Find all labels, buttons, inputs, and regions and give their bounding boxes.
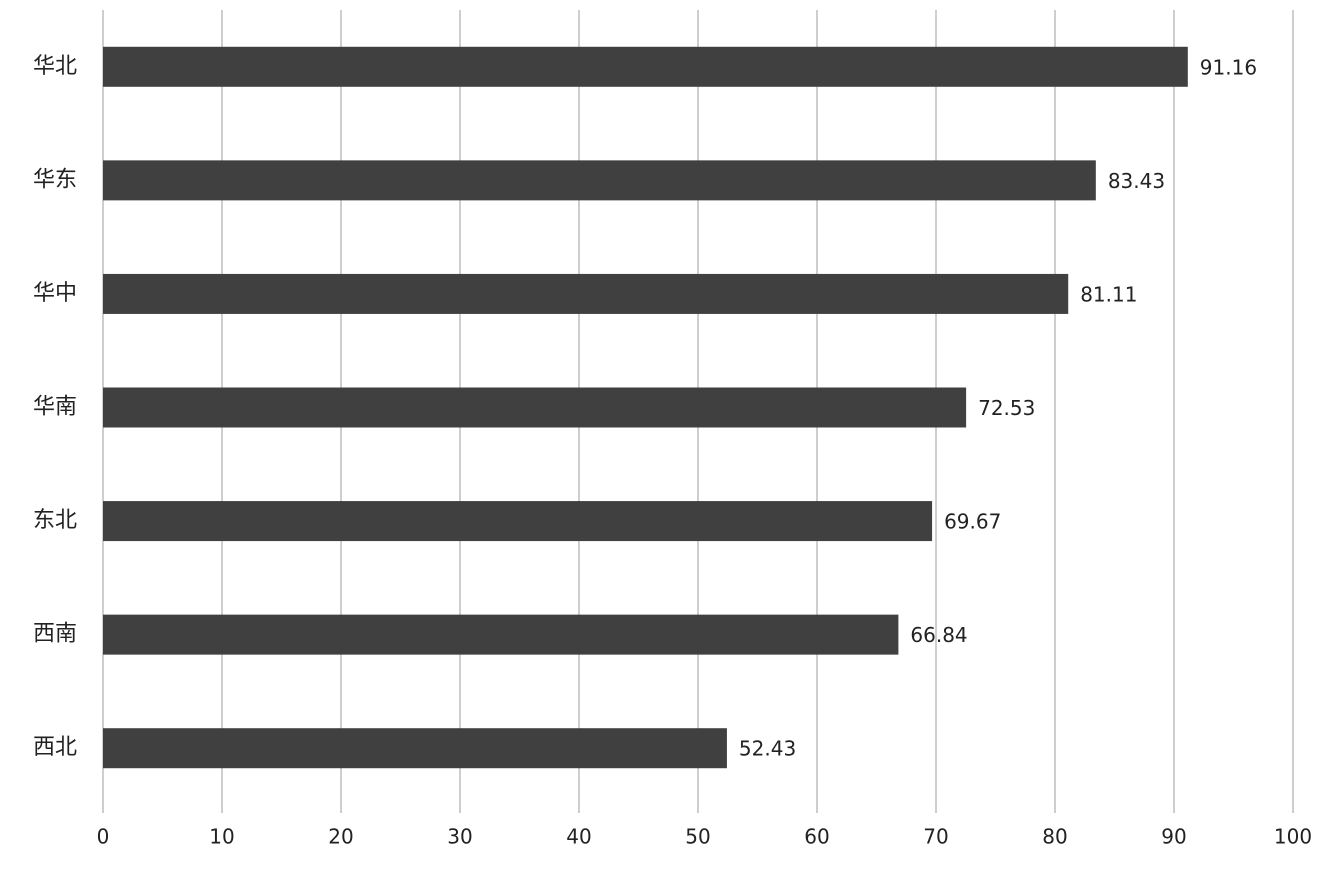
y-tick-label: 华南 [33, 395, 77, 420]
x-tick-label: 0 [97, 825, 110, 849]
value-label: 69.67 [944, 510, 1001, 534]
value-label: 91.16 [1200, 55, 1257, 79]
y-tick-label: 华北 [33, 54, 77, 79]
bar [103, 46, 1188, 87]
bar [103, 728, 727, 769]
x-tick-label: 50 [685, 825, 710, 849]
y-tick-label: 东北 [33, 508, 77, 533]
value-label: 52.43 [739, 737, 796, 761]
value-label: 83.43 [1108, 169, 1165, 193]
x-tick-label: 10 [209, 825, 234, 849]
y-tick-label: 华东 [33, 167, 77, 192]
y-tick-label: 西南 [33, 622, 77, 647]
bar [103, 387, 967, 428]
x-tick-label: 20 [328, 825, 353, 849]
x-tick-label: 80 [1042, 825, 1067, 849]
x-tick-label: 60 [804, 825, 829, 849]
value-label: 66.84 [910, 623, 967, 647]
bar [103, 501, 933, 542]
x-tick-label: 90 [1161, 825, 1186, 849]
bar [103, 160, 1096, 201]
bar [103, 273, 1069, 314]
bar [103, 614, 899, 655]
value-label: 72.53 [978, 396, 1035, 420]
x-tick-label: 70 [923, 825, 948, 849]
y-tick-label: 西北 [33, 735, 77, 760]
value-label: 81.11 [1080, 282, 1137, 306]
x-tick-label: 40 [566, 825, 591, 849]
y-tick-label: 华中 [33, 281, 77, 306]
x-tick-label: 100 [1274, 825, 1312, 849]
x-tick-label: 30 [447, 825, 472, 849]
